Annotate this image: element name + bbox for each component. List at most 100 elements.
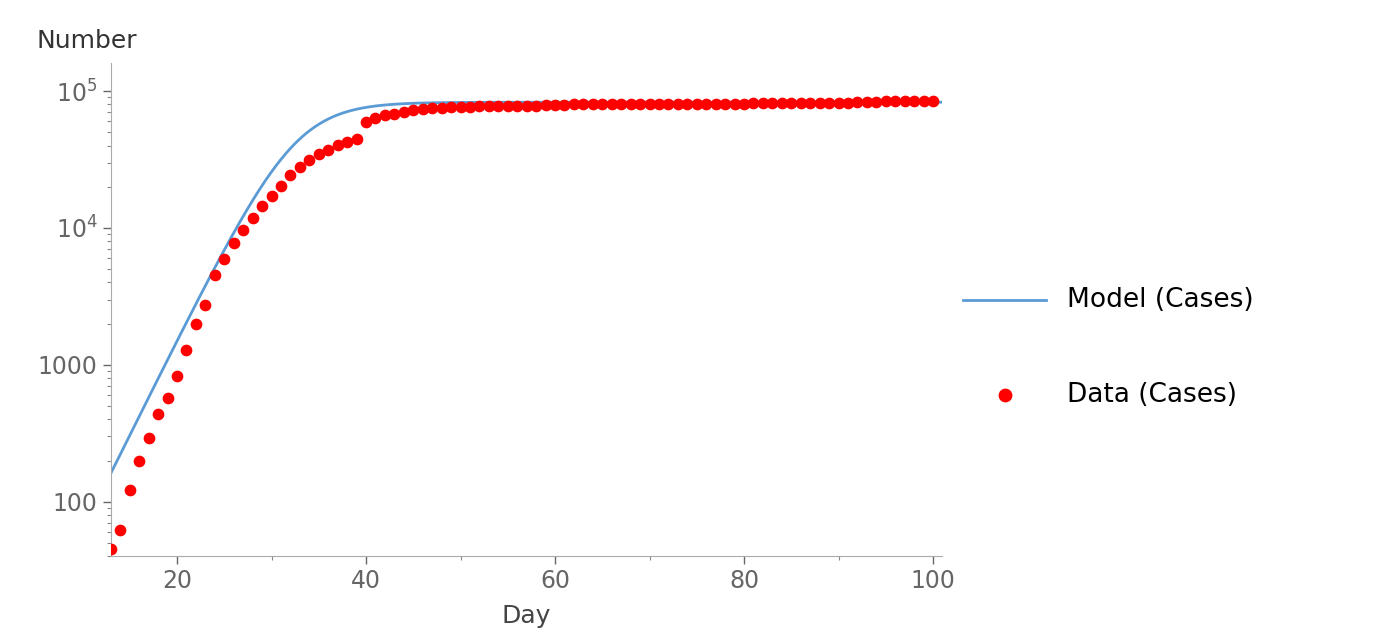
Text: Data (Cases): Data (Cases) [1067,382,1238,408]
Data (Cases) [506,100,528,111]
Data (Cases) [912,95,934,106]
Data (Cases) [676,99,699,109]
Data (Cases) [563,99,585,109]
Data (Cases) [213,253,236,264]
Data (Cases) [751,99,773,109]
Data (Cases) [800,98,822,108]
Data (Cases) [572,99,595,109]
Data (Cases) [459,102,481,112]
Data (Cases) [639,99,661,109]
Data (Cases) [335,137,358,147]
Data (Cases) [553,100,575,110]
Data (Cases) [204,270,226,281]
Data (Cases) [629,99,651,109]
Data (Cases) [592,99,614,109]
X-axis label: Day: Day [502,604,552,628]
Data (Cases) [402,106,424,116]
Data (Cases) [90,550,112,560]
Data (Cases) [384,109,406,119]
Data (Cases) [865,97,887,107]
Data (Cases) [743,99,765,109]
Model (Cases) [439,99,456,106]
Data (Cases) [818,98,840,108]
Data (Cases) [288,162,310,172]
Text: Model (Cases): Model (Cases) [1067,287,1254,313]
Data (Cases) [157,393,179,403]
Data (Cases) [733,99,755,109]
Data (Cases) [478,101,500,111]
Data (Cases) [109,525,132,535]
Data (Cases) [327,140,349,150]
Data (Cases) [667,99,689,109]
Data (Cases) [317,145,340,155]
Data (Cases) [421,104,444,114]
Data (Cases) [119,485,141,495]
Data (Cases) [894,95,916,106]
Data (Cases) [904,95,926,106]
Data (Cases) [686,99,708,109]
Data (Cases) [808,98,830,108]
Data (Cases) [714,99,736,109]
Model (Cases) [934,99,951,106]
Data (Cases) [449,102,471,112]
Data (Cases) [780,98,802,108]
Data (Cases) [543,100,565,110]
Data (Cases) [488,101,510,111]
Data (Cases) [374,111,396,121]
Data (Cases) [723,99,746,109]
Model (Cases) [674,99,690,106]
Line: Model (Cases): Model (Cases) [111,102,942,473]
Data (Cases) [194,300,216,310]
Data (Cases) [355,117,377,127]
Data (Cases) [855,97,877,107]
Data (Cases) [345,134,367,144]
Data (Cases) [439,102,462,112]
Data (Cases) [392,107,414,117]
Data (Cases) [231,225,254,235]
Data (Cases) [620,99,642,109]
Data (Cases) [657,99,679,109]
Data (Cases) [516,100,538,111]
Data (Cases) [582,99,604,109]
Data (Cases) [251,202,273,212]
Data (Cases) [610,99,632,109]
Data (Cases) [922,95,944,106]
Model (Cases) [751,99,768,106]
Data (Cases) [298,155,320,166]
Data (Cases) [270,181,292,191]
Data (Cases) [696,99,718,109]
Data (Cases) [431,103,453,113]
Data (Cases) [184,319,207,329]
Data (Cases) [525,100,547,111]
Data (Cases) [837,97,859,107]
Data (Cases) [704,99,726,109]
Data (Cases) [600,99,622,109]
Data (Cases) [100,544,122,554]
Data (Cases) [535,100,557,111]
Data (Cases) [147,408,169,418]
Data (Cases) [875,96,897,106]
Data (Cases) [827,98,850,108]
Model (Cases) [766,99,783,106]
Data (Cases) [365,112,387,123]
Data (Cases) [128,456,150,466]
Data (Cases) [261,191,283,201]
Data (Cases) [176,345,198,355]
Data (Cases) [80,550,103,560]
Data (Cases) [847,97,869,107]
Data (Cases) [884,96,906,106]
Data (Cases) [280,170,302,180]
Data (Cases) [308,149,330,159]
Text: Number: Number [36,29,137,53]
Data (Cases) [166,371,188,381]
Data (Cases) [137,433,159,443]
Data (Cases) [241,213,263,223]
Data (Cases) [790,98,812,108]
Data (Cases) [647,99,669,109]
Data (Cases) [223,238,245,248]
Data (Cases) [412,104,434,114]
Model (Cases) [103,470,119,477]
Data (Cases) [496,101,518,111]
Data (Cases) [761,99,783,109]
Model (Cases) [468,99,485,106]
